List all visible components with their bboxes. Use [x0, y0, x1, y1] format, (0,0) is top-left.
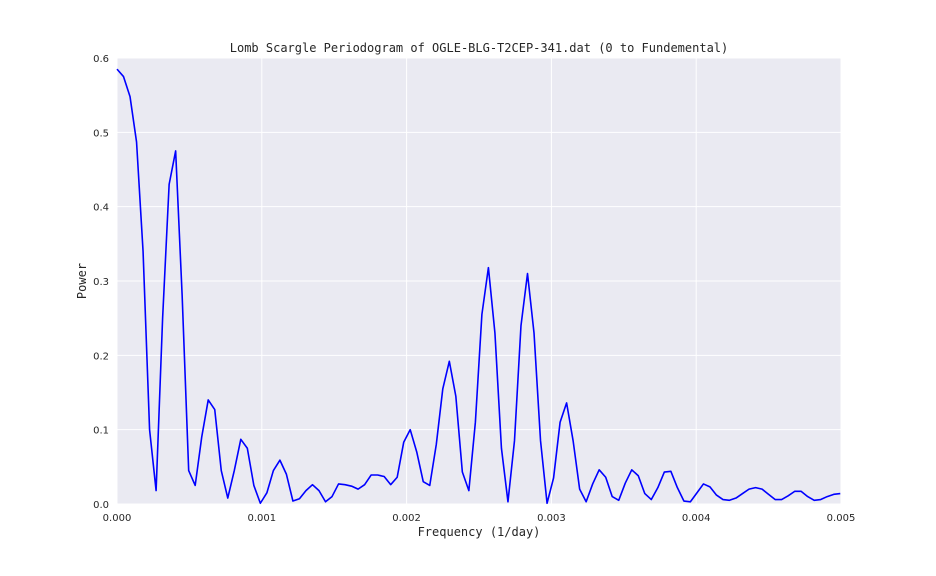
x-tick-label: 0.004 [682, 513, 711, 524]
x-tick-label: 0.003 [537, 513, 566, 524]
x-tick-label: 0.001 [247, 513, 276, 524]
x-tick-label: 0.005 [827, 513, 856, 524]
y-tick-label: 0.4 [93, 203, 109, 214]
x-tick-label: 0.002 [392, 513, 421, 524]
y-tick-label: 0.2 [93, 351, 109, 362]
y-tick-label: 0.5 [93, 128, 109, 139]
chart-title: Lomb Scargle Periodogram of OGLE-BLG-T2C… [230, 41, 729, 55]
y-tick-label: 0.1 [93, 426, 109, 437]
y-axis-label: Power [75, 263, 89, 299]
y-tick-label: 0.3 [93, 277, 109, 288]
x-tick-label: 0.000 [103, 513, 132, 524]
series-line [116, 68, 841, 505]
y-tick-label: 0.6 [93, 54, 109, 65]
x-axis-label: Frequency (1/day) [418, 525, 541, 539]
y-tick-label: 0.0 [93, 500, 109, 511]
